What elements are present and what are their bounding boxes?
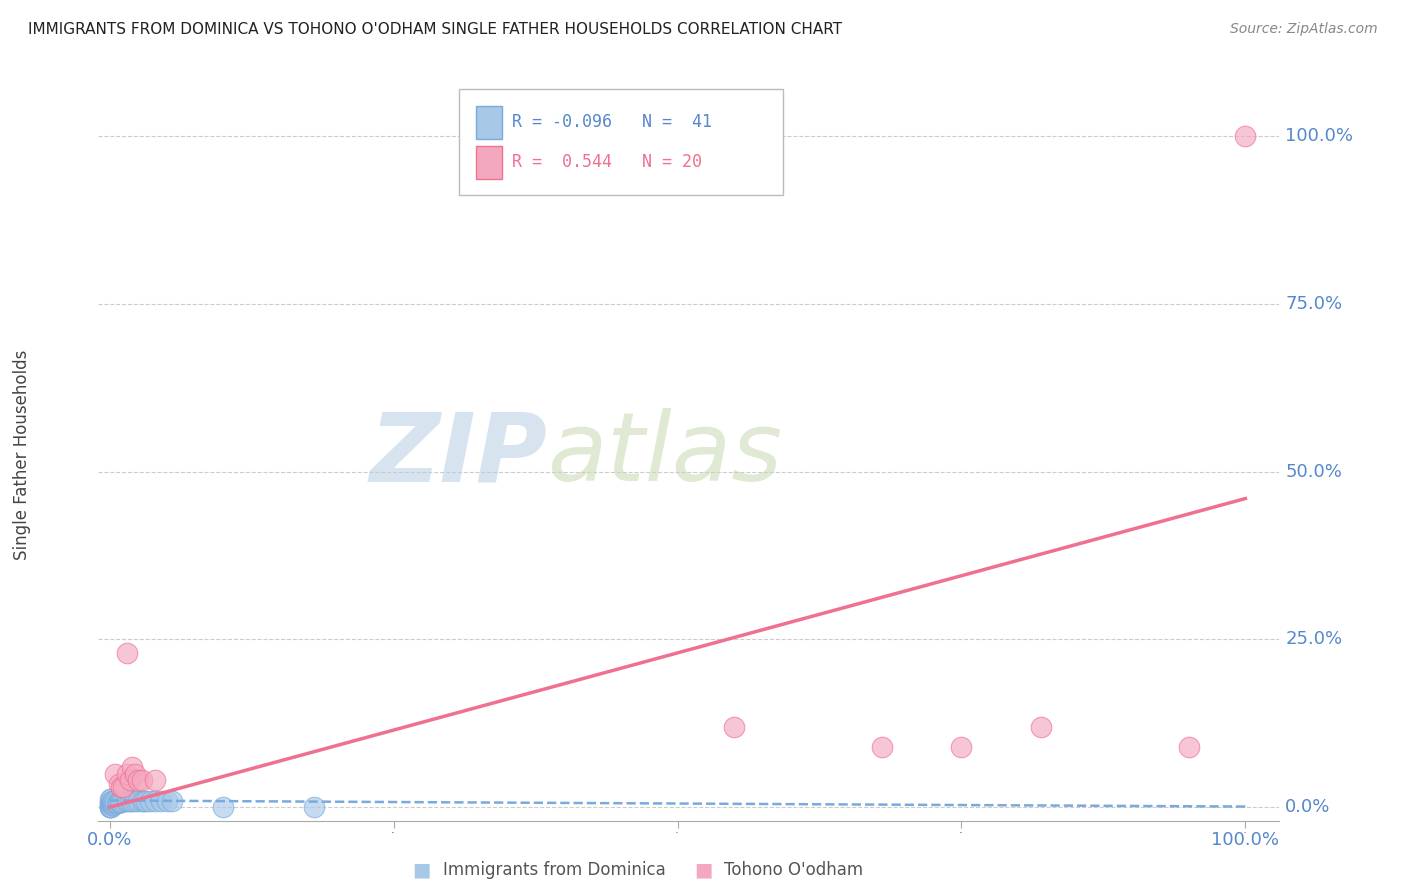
Point <box>115 646 138 660</box>
Text: 100.0%: 100.0% <box>1285 128 1353 145</box>
Text: IMMIGRANTS FROM DOMINICA VS TOHONO O'ODHAM SINGLE FATHER HOUSEHOLDS CORRELATION : IMMIGRANTS FROM DOMINICA VS TOHONO O'ODH… <box>28 22 842 37</box>
Point <box>723 720 745 734</box>
Point <box>104 766 127 780</box>
Point <box>127 793 149 807</box>
Point <box>105 796 128 810</box>
Point <box>121 760 143 774</box>
Text: Single Father Households: Single Father Households <box>13 350 31 560</box>
Text: ZIP: ZIP <box>370 409 547 501</box>
Point <box>108 795 131 809</box>
Text: 0.0%: 0.0% <box>87 830 132 848</box>
Point <box>98 797 121 811</box>
Point <box>103 793 124 807</box>
Point <box>120 794 142 808</box>
Point <box>1177 739 1199 754</box>
Point <box>101 796 124 810</box>
Point <box>103 796 125 810</box>
Point <box>104 793 127 807</box>
Point <box>132 793 155 807</box>
Text: atlas: atlas <box>547 409 782 501</box>
Text: 100.0%: 100.0% <box>1212 830 1279 848</box>
Point <box>131 773 153 788</box>
Point <box>162 793 183 807</box>
Point <box>143 793 166 807</box>
Point <box>103 796 124 810</box>
Point <box>212 800 235 814</box>
Point <box>101 793 124 807</box>
Text: 75.0%: 75.0% <box>1285 295 1343 313</box>
Point <box>138 793 160 807</box>
Point <box>950 739 973 754</box>
FancyBboxPatch shape <box>477 146 502 178</box>
Text: Source: ZipAtlas.com: Source: ZipAtlas.com <box>1230 22 1378 37</box>
Point <box>110 780 132 794</box>
Point <box>108 777 131 791</box>
Text: Tohono O'odham: Tohono O'odham <box>724 861 863 879</box>
Point <box>143 773 166 788</box>
Point <box>103 798 124 813</box>
Point <box>120 773 142 788</box>
Point <box>127 773 149 788</box>
Point <box>155 793 177 807</box>
Point <box>100 800 122 814</box>
Point <box>149 793 172 807</box>
Point <box>104 796 127 810</box>
Point <box>100 792 122 806</box>
Point <box>121 793 143 807</box>
Point <box>100 795 122 809</box>
Point <box>108 795 131 809</box>
Point <box>110 795 132 809</box>
Point <box>115 766 138 780</box>
Point <box>1029 720 1052 734</box>
Point <box>114 794 136 808</box>
Point <box>1234 129 1257 144</box>
Point <box>302 800 325 814</box>
Point <box>112 794 135 808</box>
Point <box>124 766 146 780</box>
Point <box>135 793 157 807</box>
Point <box>98 800 121 814</box>
Point <box>124 793 146 807</box>
Text: 25.0%: 25.0% <box>1285 631 1343 648</box>
Text: R = -0.096   N =  41: R = -0.096 N = 41 <box>512 113 711 131</box>
Point <box>100 797 122 811</box>
Point <box>101 798 124 813</box>
Text: Immigrants from Dominica: Immigrants from Dominica <box>443 861 665 879</box>
Text: ■: ■ <box>412 860 432 880</box>
FancyBboxPatch shape <box>477 105 502 138</box>
Point <box>98 792 121 806</box>
Text: ■: ■ <box>693 860 713 880</box>
Text: 50.0%: 50.0% <box>1285 463 1341 481</box>
Point <box>107 796 129 810</box>
Text: R =  0.544   N = 20: R = 0.544 N = 20 <box>512 153 702 171</box>
Point <box>98 800 121 814</box>
Point <box>98 795 121 809</box>
Point <box>131 793 153 807</box>
Point <box>112 780 135 794</box>
FancyBboxPatch shape <box>458 89 783 195</box>
Point <box>870 739 893 754</box>
Text: 0.0%: 0.0% <box>1285 798 1330 816</box>
Point <box>117 794 139 808</box>
Point <box>98 800 121 814</box>
